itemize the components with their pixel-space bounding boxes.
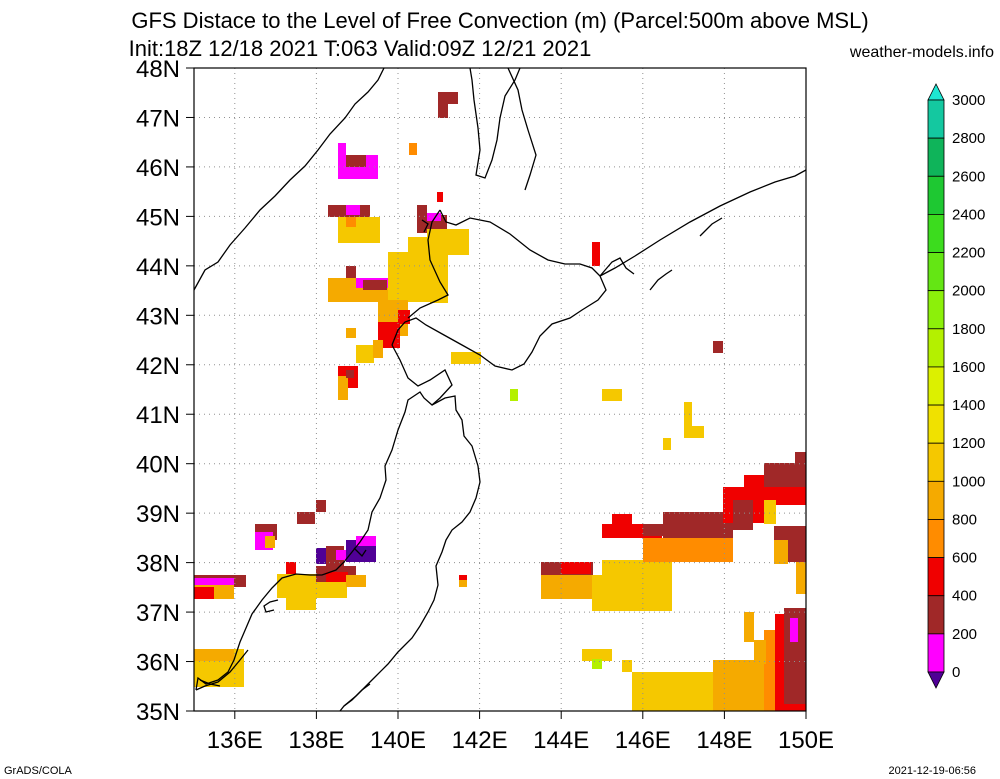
lfc-field [194,92,806,711]
colorbar-label: 400 [952,588,977,605]
colorbar-label: 600 [952,550,977,567]
colorbar: 3000280026002400220020001800160014001200… [927,83,985,689]
lat-label: 44N [136,254,180,281]
grid-lines [194,68,806,711]
lon-label: 148E [696,727,752,754]
colorbar-segment [927,404,945,444]
colorbar-label: 1000 [952,473,985,490]
lon-label: 150E [778,727,834,754]
lon-label: 146E [615,727,671,754]
lon-label: 144E [533,727,589,754]
lat-label: 35N [136,699,180,726]
colorbar-label: 3000 [952,92,985,109]
lat-label: 37N [136,600,180,627]
colorbar-segment [927,175,945,215]
colorbar-segment [927,213,945,253]
colorbar-label: 1800 [952,321,985,338]
colorbar-label: 200 [952,626,977,643]
longitude-labels: 136E 138E 140E 142E 144E 146E 148E 150E [207,711,834,754]
colorbar-segment [927,480,945,520]
colorbar-label: 0 [952,664,960,681]
colorbar-segment [927,557,945,597]
lat-label: 40N [136,452,180,479]
lat-label: 39N [136,501,180,528]
colorbar-segment [927,99,945,139]
lat-label: 46N [136,155,180,182]
lon-label: 142E [452,727,508,754]
colorbar-label: 2800 [952,130,985,147]
lat-label: 47N [136,105,180,132]
lon-label: 136E [207,727,263,754]
colorbar-label: 1400 [952,397,985,414]
lat-label: 45N [136,204,180,231]
colorbar-label: 800 [952,511,977,528]
colorbar-bottom-arrow [927,671,945,689]
footer-right: 2021-12-19-06:56 [888,765,976,777]
colorbar-segment [927,252,945,292]
lat-label: 36N [136,650,180,677]
lat-label: 38N [136,551,180,578]
footer-left: GrADS/COLA [4,765,72,777]
coastlines [194,68,806,711]
lon-label: 140E [370,727,426,754]
latitude-labels: 48N 47N 46N 45N 44N 43N 42N 41N 40N 39N 38N 37N 36N 3… [136,56,194,726]
colorbar-segment [927,633,945,673]
colorbar-segment [927,290,945,330]
plot-frame [193,67,807,712]
colorbar-top-arrow [927,83,945,101]
colorbar-label: 1600 [952,359,985,376]
lat-label: 43N [136,303,180,330]
colorbar-label: 2400 [952,206,985,223]
colorbar-label: 2600 [952,168,985,185]
colorbar-segment [927,366,945,406]
lat-label: 42N [136,353,180,380]
lat-label: 48N [136,56,180,83]
colorbar-segment [927,328,945,368]
colorbar-label: 2200 [952,245,985,262]
lon-label: 138E [288,727,344,754]
chart-title: GFS Distace to the Level of Free Convect… [131,8,869,33]
colorbar-segment [927,519,945,559]
colorbar-segment [927,442,945,482]
colorbar-segment [927,595,945,635]
lat-label: 41N [136,402,180,429]
colorbar-label: 1200 [952,435,985,452]
colorbar-segment [927,137,945,177]
chart-subtitle: Init:18Z 12/18 2021 T:063 Valid:09Z 12/2… [128,36,592,61]
site-label: weather-models.info [849,44,994,61]
colorbar-label: 2000 [952,283,985,300]
